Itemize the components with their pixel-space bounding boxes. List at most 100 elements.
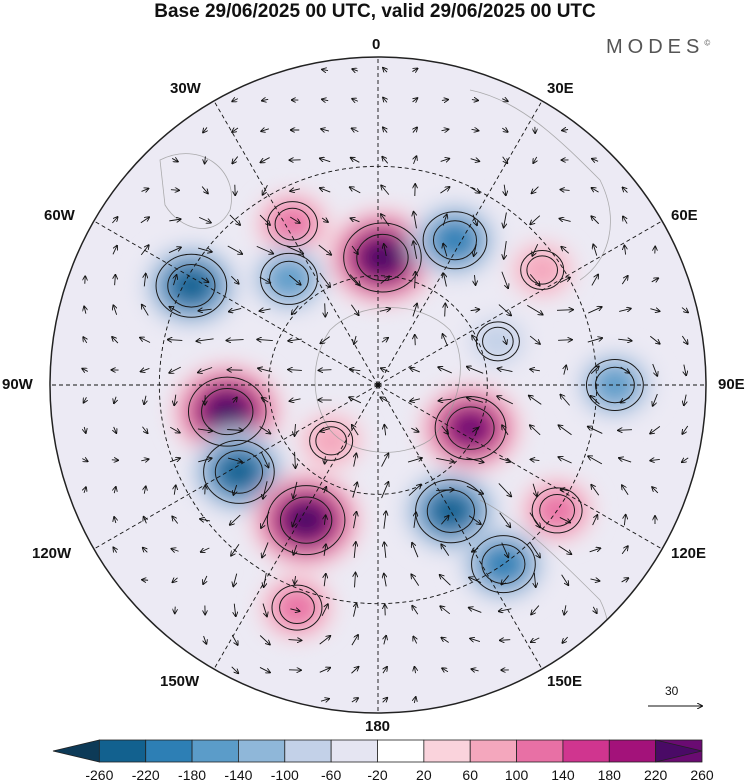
wind-arrow	[621, 546, 628, 555]
wind-arrow	[534, 572, 535, 587]
wind-arrow	[561, 489, 570, 491]
wind-arrow	[259, 635, 270, 644]
wind-arrow	[529, 542, 540, 558]
contour-line	[167, 263, 216, 308]
wind-arrow	[198, 216, 211, 222]
wind-arrow	[168, 340, 183, 341]
wind-arrow	[558, 457, 572, 464]
colorbar-tick-label: 60	[462, 767, 478, 783]
wind-arrow	[379, 309, 391, 312]
wind-arrow	[564, 365, 566, 375]
wind-arrow	[588, 427, 603, 434]
wind-arrow	[587, 338, 602, 343]
wind-arrow	[262, 603, 267, 617]
anomaly-band	[207, 393, 248, 430]
wind-arrow	[381, 368, 390, 372]
wind-arrow	[470, 186, 479, 193]
wind-arrow	[527, 304, 542, 314]
wind-arrow	[619, 458, 632, 463]
wind-arrow	[411, 574, 420, 586]
colorbar-tick-label: 140	[551, 767, 575, 783]
brand-mark: ©	[704, 38, 711, 48]
wind-arrow	[114, 396, 116, 404]
wind-arrow	[501, 542, 509, 558]
wind-arrow	[650, 426, 661, 433]
contour-line	[279, 591, 315, 625]
contour-line	[187, 376, 267, 447]
wind-arrow	[144, 395, 146, 405]
wind-arrow	[227, 430, 243, 431]
wind-arrow	[621, 578, 629, 582]
wind-arrow	[562, 130, 569, 131]
wind-arrow	[324, 574, 326, 587]
wind-arrow	[558, 545, 572, 554]
wind-arrow	[350, 369, 361, 370]
wind-arrow	[412, 543, 419, 558]
wind-arrow	[231, 275, 238, 283]
wind-arrow	[529, 274, 539, 285]
wind-arrow	[590, 579, 600, 581]
wind-arrow	[414, 697, 415, 704]
wind-vectors	[82, 68, 688, 704]
wind-arrow	[355, 573, 356, 588]
contour-line	[201, 387, 254, 436]
colorbar-tick-label: -20	[367, 767, 388, 783]
wind-arrow	[381, 453, 389, 467]
wind-arrow	[653, 393, 658, 406]
wind-arrow	[440, 606, 451, 615]
wind-arrow	[556, 310, 573, 311]
wind-arrow	[618, 339, 631, 341]
wind-arrow	[290, 399, 301, 401]
wind-arrow	[441, 638, 449, 643]
map-border	[49, 56, 707, 714]
wind-arrow	[588, 307, 601, 314]
contour-line	[539, 494, 576, 527]
wind-arrow	[263, 481, 268, 498]
anomaly-band	[285, 502, 327, 538]
wind-arrow	[112, 246, 117, 255]
lon-label-0: 0	[372, 36, 381, 53]
latitude-circle	[268, 275, 488, 495]
wind-arrow	[383, 667, 387, 674]
wind-arrow	[408, 484, 421, 496]
wind-arrow	[681, 335, 687, 344]
wind-arrow	[262, 99, 269, 100]
wind-arrow	[413, 98, 418, 102]
wind-arrow	[410, 368, 420, 373]
colorbar-tick-label: -140	[224, 767, 253, 783]
meridian-line	[93, 384, 379, 550]
colorbar-tick-label: 260	[690, 767, 714, 783]
colorbar-tick-label: -260	[85, 767, 114, 783]
wind-arrow	[413, 127, 417, 133]
wind-arrow	[144, 517, 147, 524]
wind-arrow	[259, 667, 270, 672]
anomaly-band	[434, 222, 476, 259]
wind-arrow	[226, 340, 244, 341]
wind-arrow	[259, 214, 270, 225]
wind-arrow	[497, 396, 514, 405]
wind-arrow	[381, 338, 388, 342]
wind-arrow	[320, 158, 331, 161]
wind-arrow	[414, 667, 415, 674]
wind-arrow	[623, 187, 628, 193]
wind-arrow	[203, 575, 207, 584]
wind-arrow	[140, 217, 149, 224]
wind-arrow	[293, 545, 296, 555]
wind-arrow	[501, 575, 510, 585]
contour-line	[279, 496, 333, 544]
wind-arrow	[412, 304, 417, 317]
wind-arrow	[320, 699, 329, 701]
wind-arrow	[321, 129, 330, 131]
wind-arrow	[171, 549, 179, 552]
contour-line	[520, 250, 565, 291]
wind-arrow	[349, 397, 362, 404]
wind-arrow	[471, 669, 479, 671]
wind-arrow	[169, 219, 180, 221]
wind-arrow	[383, 127, 387, 133]
wind-arrow	[171, 158, 178, 161]
wind-arrow	[531, 459, 540, 460]
wind-arrow	[82, 459, 87, 462]
wind-arrow	[504, 184, 506, 196]
lon-label-150w: 150W	[160, 673, 200, 690]
